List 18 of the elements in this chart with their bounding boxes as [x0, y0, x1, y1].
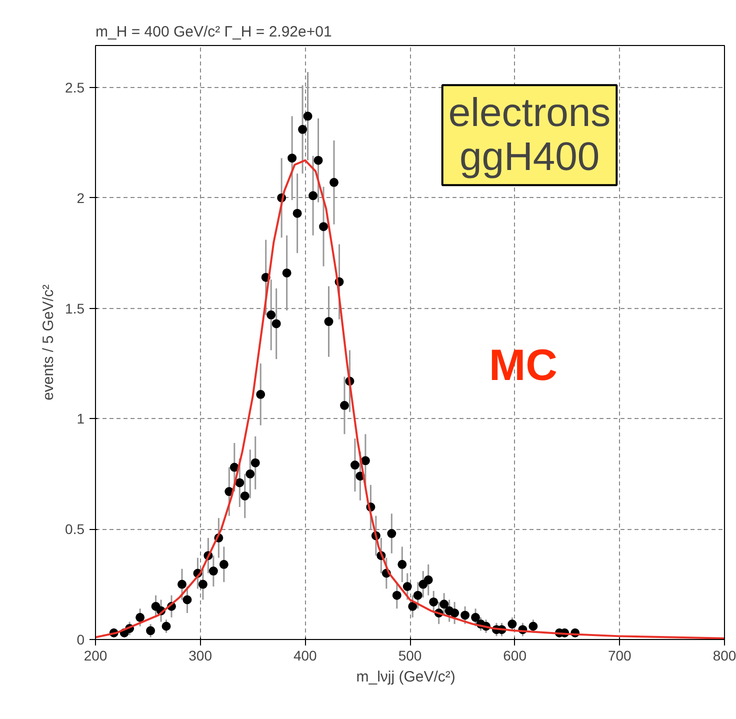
y-tick-label: 2: [76, 190, 85, 206]
y-tick-label: 1.5: [65, 300, 85, 316]
annotation: MC: [489, 341, 558, 390]
y-tick-label: 0.5: [65, 521, 85, 538]
x-tick-label: 800: [712, 648, 736, 664]
y-axis-title: events / 5 GeV/c²: [40, 284, 58, 400]
x-tick-label: 300: [188, 648, 212, 664]
x-tick-label: 200: [84, 648, 108, 664]
annotation: electrons ggH400: [448, 91, 611, 180]
chart-title: m_H = 400 GeV/c² Γ_H = 2.92e+01: [96, 24, 332, 40]
y-tick-label: 2.5: [65, 79, 85, 96]
y-tick-label: 0: [76, 632, 85, 648]
y-tick-label: 1: [76, 410, 85, 427]
x-tick-label: 400: [293, 648, 318, 664]
x-axis-title: m_lνjj (GeV/c²): [356, 668, 456, 686]
x-tick-label: 700: [608, 648, 632, 664]
x-tick-label: 600: [503, 648, 527, 664]
x-tick-label: 500: [398, 648, 422, 664]
